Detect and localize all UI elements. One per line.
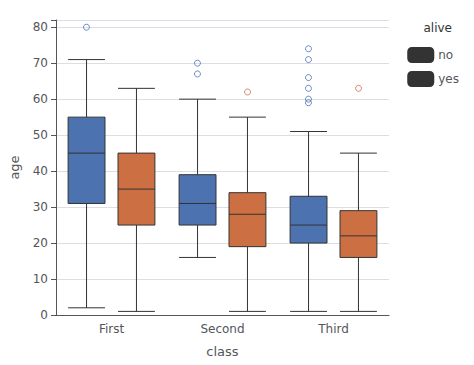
svg-text:20: 20 xyxy=(33,236,48,250)
svg-text:40: 40 xyxy=(33,164,48,178)
svg-text:class: class xyxy=(206,344,238,359)
svg-text:60: 60 xyxy=(33,92,48,106)
svg-text:80: 80 xyxy=(33,20,48,34)
svg-text:First: First xyxy=(99,322,125,336)
svg-text:yes: yes xyxy=(438,72,459,86)
svg-text:Second: Second xyxy=(200,322,244,336)
svg-text:30: 30 xyxy=(33,200,48,214)
svg-text:50: 50 xyxy=(33,128,48,142)
svg-text:Third: Third xyxy=(317,322,349,336)
svg-text:no: no xyxy=(438,48,453,62)
svg-text:alive: alive xyxy=(423,21,452,35)
svg-text:0: 0 xyxy=(40,308,48,322)
svg-text:10: 10 xyxy=(33,272,48,286)
svg-text:70: 70 xyxy=(33,56,48,70)
svg-text:age: age xyxy=(7,155,22,179)
